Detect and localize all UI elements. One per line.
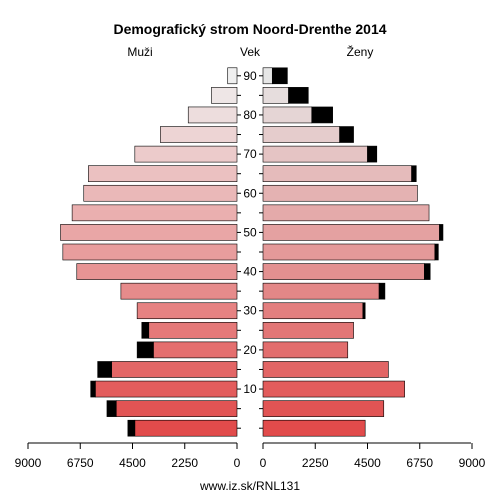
bar-women-20-24 [262, 341, 349, 359]
bar-men-85-89 [211, 87, 238, 104]
x-tick-label-right: 0 [260, 456, 267, 470]
bar-men-45-49 [62, 243, 238, 261]
bar-men-70-74 [134, 145, 238, 163]
bar-women-excess-50-54 [439, 224, 444, 241]
bar-women-90+ [262, 67, 273, 85]
x-tick-label-left: 9000 [15, 456, 42, 470]
bar-women-excess-90+ [271, 67, 288, 85]
bar-men-40-44 [76, 263, 238, 280]
bar-men-excess-25-29 [141, 322, 150, 339]
bar-women-30-34 [262, 302, 364, 320]
bar-men-10-14 [95, 380, 238, 398]
bar-men-15-19 [111, 361, 238, 378]
age-tick-label: 90 [243, 69, 257, 83]
bars-group [60, 67, 444, 437]
bar-women-excess-40-44 [424, 263, 431, 280]
bar-women-excess-65-69 [411, 165, 417, 182]
bar-men-80-84 [187, 106, 238, 124]
x-tick-label-left: 4500 [119, 456, 146, 470]
bar-women-excess-85-89 [288, 87, 309, 104]
bar-men-35-39 [120, 282, 238, 300]
bar-women-50-54 [262, 224, 440, 241]
age-tick-label: 30 [243, 304, 257, 318]
x-tick-label-right: 4500 [354, 456, 381, 470]
bar-women-excess-75-79 [339, 126, 354, 143]
age-tick-label: 40 [243, 265, 257, 279]
bar-men-90+ [227, 67, 238, 85]
age-tick-label: 70 [243, 147, 257, 161]
age-tick-label: 60 [243, 186, 257, 200]
bar-men-75-79 [160, 126, 238, 143]
age-tick-label: 80 [243, 108, 257, 122]
bar-women-10-14 [262, 380, 405, 398]
bar-men-excess-0-4 [127, 419, 136, 437]
footer-source: www.iz.sk/RNL131 [199, 479, 300, 493]
bar-women-35-39 [262, 282, 380, 300]
left-label: Muži [127, 45, 152, 59]
bar-men-excess-5-9 [106, 400, 117, 417]
age-tick-label: 20 [243, 343, 257, 357]
bar-women-excess-80-84 [311, 106, 333, 124]
bar-men-20-24 [153, 341, 238, 359]
bar-men-excess-10-14 [90, 380, 96, 398]
bar-men-55-59 [71, 204, 238, 222]
bar-men-excess-15-19 [97, 361, 112, 378]
bar-women-excess-35-39 [378, 282, 386, 300]
bar-women-excess-70-74 [367, 145, 378, 163]
center-label: Vek [240, 45, 261, 59]
bar-women-60-64 [262, 184, 418, 202]
bar-women-5-9 [262, 400, 385, 417]
bar-women-excess-30-34 [362, 302, 366, 320]
x-tick-label-left: 6750 [67, 456, 94, 470]
bar-men-excess-20-24 [136, 341, 154, 359]
x-tick-label-left: 2250 [171, 456, 198, 470]
x-tick-label-right: 2250 [302, 456, 329, 470]
bar-women-65-69 [262, 165, 412, 182]
bar-men-25-29 [148, 322, 238, 339]
bar-women-45-49 [262, 243, 436, 261]
bar-men-65-69 [88, 165, 238, 182]
bar-women-85-89 [262, 87, 289, 104]
x-tick-label-right: 6750 [406, 456, 433, 470]
bar-women-0-4 [262, 419, 366, 437]
age-tick-label: 50 [243, 225, 257, 239]
bar-men-60-64 [83, 184, 238, 202]
bar-men-50-54 [60, 224, 238, 241]
bar-women-80-84 [262, 106, 313, 124]
x-tick-label-right: 9000 [459, 456, 486, 470]
bar-women-55-59 [262, 204, 430, 222]
age-tick-label: 10 [243, 382, 257, 396]
bar-women-70-74 [262, 145, 368, 163]
bar-women-25-29 [262, 322, 354, 339]
bar-men-0-4 [134, 419, 238, 437]
bar-women-excess-45-49 [434, 243, 439, 261]
right-label: Ženy [347, 44, 374, 59]
bar-women-40-44 [262, 263, 425, 280]
x-tick-label-left: 0 [234, 456, 241, 470]
axes-group: 9000 6750 4500 2250 0 0 2250 4500 6750 9000 10 20 30… [15, 69, 486, 470]
chart-title: Demografický strom Noord-Drenthe 2014 [113, 21, 386, 37]
bar-women-15-19 [262, 361, 389, 378]
bar-men-5-9 [115, 400, 238, 417]
bar-men-30-34 [136, 302, 238, 320]
bar-women-75-79 [262, 126, 340, 143]
